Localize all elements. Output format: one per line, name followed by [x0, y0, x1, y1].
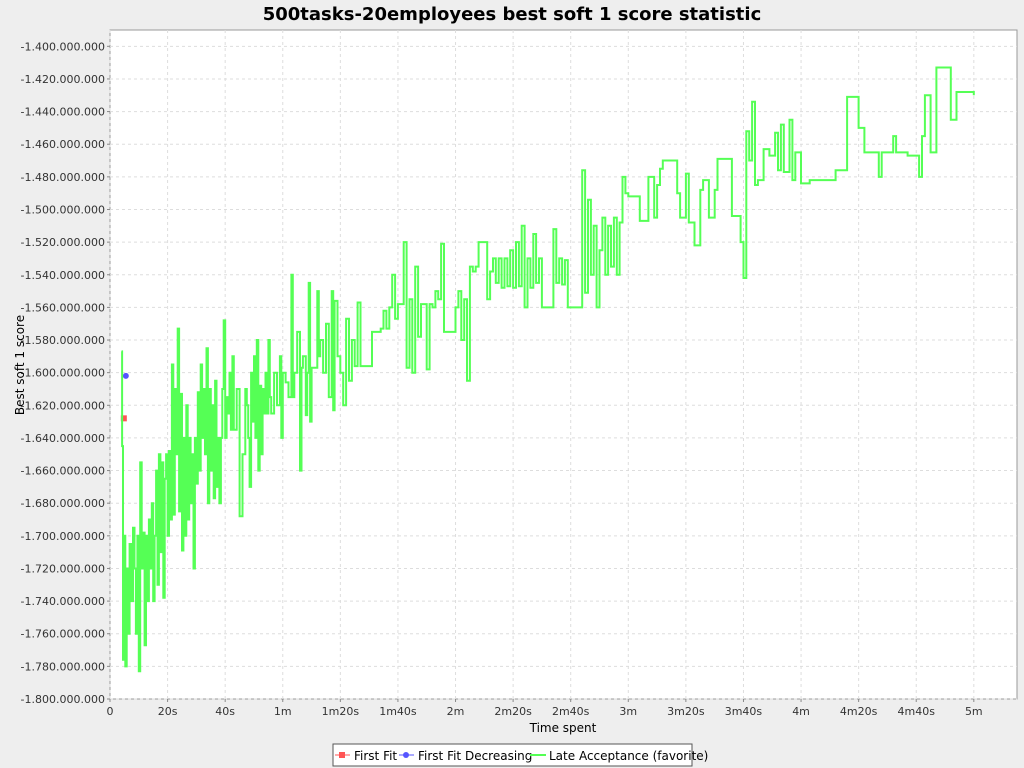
legend-label-late-acceptance: Late Acceptance (favorite): [549, 749, 708, 763]
legend-marker-first-fit-decreasing: [403, 752, 409, 758]
y-tick-label: -1.400.000.000: [21, 40, 105, 53]
y-tick-label: -1.520.000.000: [21, 236, 105, 249]
y-tick-label: -1.640.000.000: [21, 432, 105, 445]
x-tick-label: 1m40s: [379, 705, 417, 718]
y-tick-label: -1.580.000.000: [21, 334, 105, 347]
y-tick-label: -1.440.000.000: [21, 106, 105, 119]
legend-label-first-fit-decreasing: First Fit Decreasing: [418, 749, 532, 763]
x-tick-label: 1m20s: [322, 705, 360, 718]
y-axis-ticks: -1.400.000.000 -1.420.000.000 -1.440.000.0…: [21, 40, 110, 706]
x-tick-label: 2m40s: [552, 705, 590, 718]
x-tick-label: 20s: [158, 705, 178, 718]
x-tick-label: 5m: [965, 705, 983, 718]
x-tick-label: 0: [107, 705, 114, 718]
x-axis-title: Time spent: [529, 721, 597, 735]
y-tick-label: -1.500.000.000: [21, 203, 105, 216]
legend-item-first-fit: First Fit: [335, 749, 397, 763]
legend-item-first-fit-decreasing: First Fit Decreasing: [399, 749, 532, 763]
y-tick-label: -1.700.000.000: [21, 530, 105, 543]
x-tick-label: 3m40s: [725, 705, 763, 718]
y-tick-label: -1.620.000.000: [21, 399, 105, 412]
x-axis-ticks: 0 20s 40s 1m 1m20s 1m40s 2m 2m20s 2m40s 3m 3m20s 3m…: [107, 699, 983, 718]
x-tick-label: 2m: [447, 705, 465, 718]
x-tick-label: 4m20s: [840, 705, 878, 718]
x-tick-label: 40s: [215, 705, 235, 718]
x-tick-label: 2m20s: [494, 705, 532, 718]
y-tick-label: -1.460.000.000: [21, 138, 105, 151]
legend-box: [332, 743, 693, 767]
data-point-first-fit-decreasing: [122, 372, 129, 379]
y-tick-label: -1.780.000.000: [21, 660, 105, 673]
y-tick-label: -1.420.000.000: [21, 73, 105, 86]
x-tick-label: 3m: [619, 705, 637, 718]
y-tick-label: -1.480.000.000: [21, 171, 105, 184]
y-tick-label: -1.680.000.000: [21, 497, 105, 510]
y-tick-label: -1.660.000.000: [21, 465, 105, 478]
data-point-first-fit: [120, 415, 127, 422]
y-axis-title: Best soft 1 score: [13, 315, 27, 415]
y-tick-label: -1.760.000.000: [21, 628, 105, 641]
plot-area: [109, 29, 1018, 700]
y-tick-label: -1.720.000.000: [21, 562, 105, 575]
legend-item-late-acceptance: Late Acceptance (favorite): [530, 749, 708, 763]
x-tick-label: 1m: [274, 705, 292, 718]
legend-label-first-fit: First Fit: [354, 749, 397, 763]
x-tick-label: 4m: [792, 705, 810, 718]
y-tick-label: -1.740.000.000: [21, 595, 105, 608]
series-layer: [120, 66, 975, 673]
chart-title: 500tasks-20employees best soft 1 score s…: [263, 4, 762, 25]
legend: First Fit First Fit Decreasing Late Acce…: [332, 743, 708, 767]
legend-marker-first-fit: [339, 752, 345, 758]
x-tick-label: 4m40s: [897, 705, 935, 718]
x-tick-label: 3m20s: [667, 705, 705, 718]
y-tick-label: -1.540.000.000: [21, 269, 105, 282]
y-tick-label: -1.560.000.000: [21, 301, 105, 314]
y-tick-label: -1.600.000.000: [21, 367, 105, 380]
series-line-late-acceptance: [121, 66, 975, 673]
y-tick-label: -1.800.000.000: [21, 693, 105, 706]
